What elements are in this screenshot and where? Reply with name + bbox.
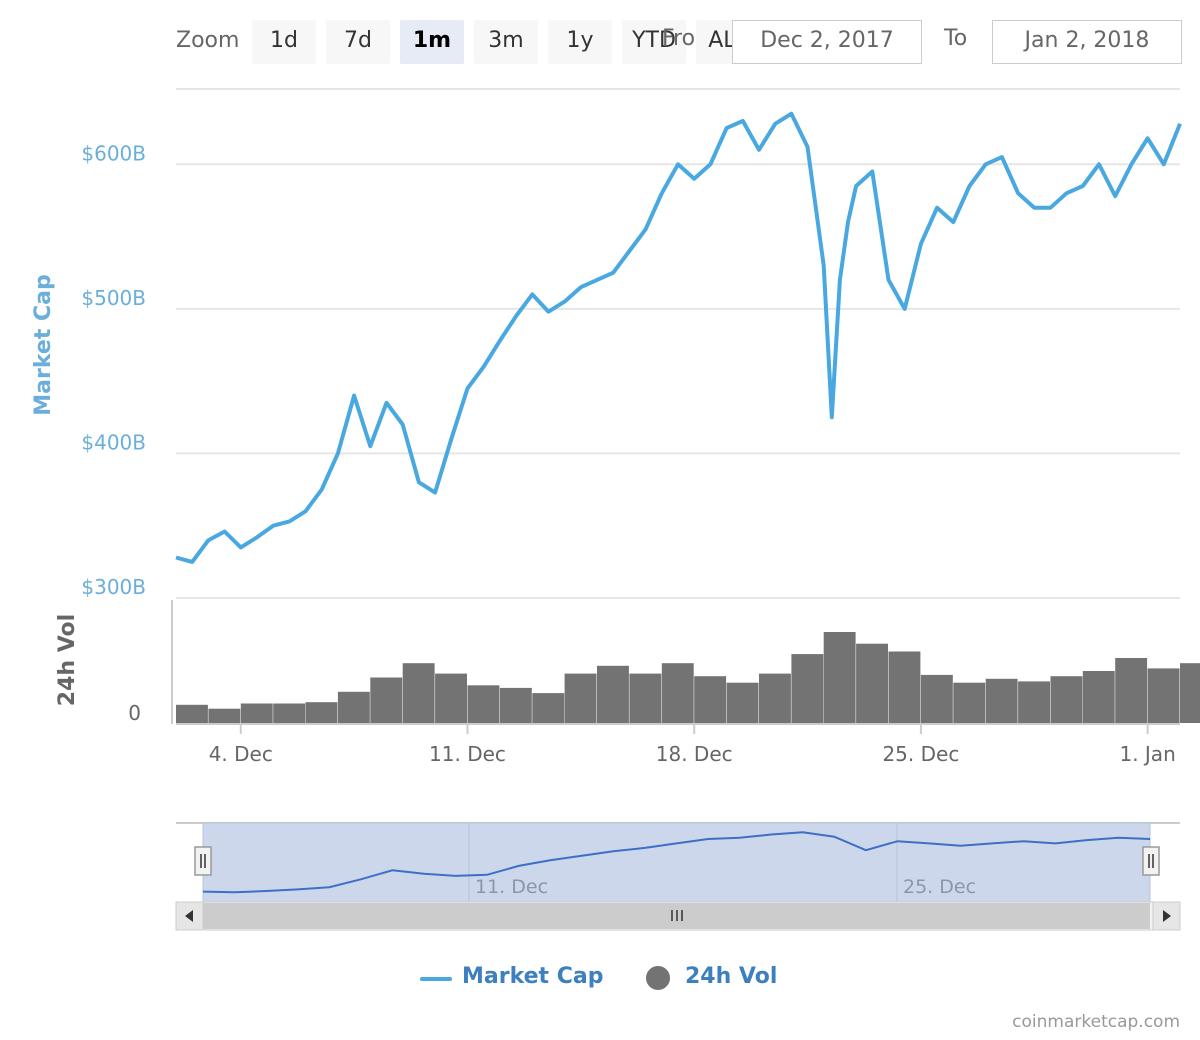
zoom-label: Zoom [176, 28, 240, 53]
volume-bar [305, 702, 338, 723]
scrollbar[interactable] [175, 901, 1181, 931]
volume-bar [661, 663, 694, 723]
legend-label-volume: 24h Vol [685, 964, 778, 989]
market-cap-line [175, 111, 1182, 564]
navigator-tick-label: 11. Dec [475, 876, 548, 898]
x-axis-ticks: 4. Dec 11. Dec 18. Dec 25. Dec 1. Jan [209, 724, 1176, 766]
scrollbar-grip-icon [671, 910, 683, 921]
volume-bar [435, 673, 467, 723]
volume-bar [337, 691, 370, 723]
volume-bar [176, 704, 208, 723]
to-label: To [944, 26, 968, 51]
y-axis-title-market-cap: Market Cap [31, 274, 56, 415]
navigator-selected-range[interactable] [202, 822, 1151, 903]
scroll-right-button[interactable] [1152, 901, 1181, 931]
volume-bar [791, 654, 824, 723]
volume-bar [402, 663, 435, 723]
zoom-7d-button[interactable]: 7d [326, 20, 390, 64]
x-tick-label: 25. Dec [882, 742, 959, 766]
legend-item-volume[interactable]: 24h Vol [646, 962, 796, 994]
zoom-1m-button[interactable]: 1m [400, 20, 464, 64]
x-tick-label: 18. Dec [656, 742, 733, 766]
volume-bar [532, 693, 565, 723]
volume-bar [694, 676, 727, 723]
volume-bar [370, 677, 403, 723]
y-tick-label: $400B [81, 430, 146, 454]
volume-bar [1115, 658, 1148, 723]
credit-link[interactable]: coinmarketcap.com [1012, 1012, 1180, 1032]
volume-bar [240, 703, 273, 723]
navigator-tick-label: 25. Dec [903, 876, 976, 898]
volume-bar [759, 673, 791, 723]
zoom-1d-button[interactable]: 1d [252, 20, 316, 64]
navigator-right-handle[interactable] [1142, 846, 1160, 876]
volume-bar [1018, 681, 1050, 723]
arrow-right-icon [1163, 910, 1171, 922]
legend-line-icon [420, 977, 452, 981]
y-axis-ticks: $300B $400B $500B $600B [81, 141, 146, 599]
zoom-ytd-button[interactable]: YTD [622, 20, 686, 64]
x-tick-label: 4. Dec [209, 742, 273, 766]
y-tick-label: $600B [81, 141, 146, 165]
volume-bar [888, 651, 921, 723]
volume-y-tick-label: 0 [128, 701, 141, 725]
y-tick-label: $500B [81, 286, 146, 310]
volume-bar [856, 643, 888, 723]
navigator[interactable]: 11. Dec 25. Dec [176, 822, 1180, 903]
y-tick-label: $300B [81, 575, 146, 599]
legend-item-market-cap[interactable]: Market Cap [420, 962, 610, 994]
volume-bar [564, 673, 597, 723]
volume-bars [176, 632, 1200, 723]
to-date-input[interactable]: Jan 2, 2018 [992, 20, 1182, 64]
volume-bar [467, 685, 500, 723]
volume-bar [1050, 676, 1083, 723]
navigator-grid: 11. Dec 25. Dec [468, 823, 976, 902]
legend: Market Cap 24h Vol [0, 962, 1200, 994]
volume-bar [953, 682, 986, 723]
volume-bar [499, 687, 532, 723]
y-axis-title-volume: 24h Vol [55, 614, 80, 706]
from-date-input[interactable]: Dec 2, 2017 [732, 20, 922, 64]
volume-bar [726, 682, 759, 723]
volume-bar [920, 674, 953, 723]
x-tick-label: 1. Jan [1119, 742, 1175, 766]
volume-bar [1180, 663, 1200, 723]
zoom-3m-button[interactable]: 3m [474, 20, 538, 64]
volume-bar [1082, 671, 1115, 723]
volume-bar [597, 665, 629, 723]
volume-bar [629, 673, 662, 723]
volume-bar [823, 632, 856, 723]
volume-bar [1147, 668, 1180, 723]
scroll-left-button[interactable] [175, 901, 204, 931]
x-tick-label: 11. Dec [429, 742, 506, 766]
legend-circle-icon [646, 966, 670, 990]
volume-bar [985, 678, 1018, 723]
navigator-series-line [202, 831, 1151, 894]
arrow-left-icon [185, 910, 193, 922]
volume-bar [208, 708, 241, 723]
volume-bar [273, 703, 306, 723]
legend-label-market-cap: Market Cap [462, 964, 604, 989]
navigator-left-handle[interactable] [194, 846, 212, 876]
zoom-1y-button[interactable]: 1y [548, 20, 612, 64]
